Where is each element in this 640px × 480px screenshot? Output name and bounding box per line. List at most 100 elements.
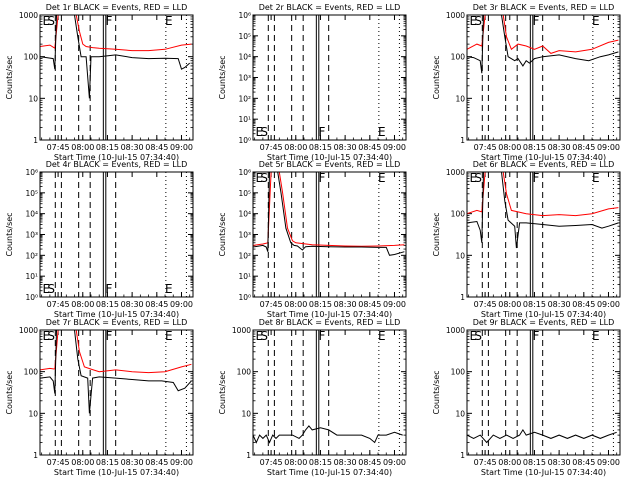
- marker-f: F: [318, 125, 325, 139]
- x-tick-label: 07:45: [260, 300, 283, 309]
- marker-e: E: [469, 171, 477, 185]
- x-axis-label: Start Time (10-Jul-15 07:34:40): [267, 153, 392, 162]
- y-tick-label: 10¹: [238, 115, 251, 124]
- y-axis-label: Counts/sec: [432, 370, 441, 414]
- marker-s: S: [474, 14, 482, 28]
- x-tick-label: 08:00: [498, 143, 521, 152]
- y-tick-label: 100: [451, 53, 466, 62]
- y-tick-label: 1: [246, 451, 251, 460]
- x-tick-label: 08:00: [284, 458, 307, 467]
- y-axis-label: Counts/sec: [432, 55, 441, 99]
- y-tick-label: 1: [460, 136, 465, 145]
- x-axis-label: Start Time (10-Jul-15 07:34:40): [267, 468, 392, 477]
- y-tick-label: 10⁶: [238, 168, 251, 177]
- red-series-line: [253, 172, 405, 247]
- plot-frame: [252, 14, 407, 141]
- plot-frame: [39, 14, 194, 141]
- x-tick-label: 07:45: [260, 458, 283, 467]
- y-tick-label: 10: [28, 94, 38, 103]
- panel-det4: Det 4r BLACK = Events, RED = LLD Counts/s…: [5, 160, 194, 319]
- y-tick-label: 10³: [238, 231, 251, 240]
- panel-det6: Det 6r BLACK = Events, RED = LLD Counts/s…: [432, 160, 621, 319]
- y-tick-label: 10⁴: [25, 210, 38, 219]
- plot-frame: [466, 329, 621, 456]
- x-tick-label: 08:30: [334, 300, 357, 309]
- y-tick-label: 10⁴: [238, 53, 251, 62]
- marker-e: E: [378, 171, 386, 185]
- y-tick-label: 10³: [238, 74, 251, 83]
- x-tick-label: 08:45: [358, 458, 381, 467]
- marker-e: E: [592, 171, 600, 185]
- x-tick-label: 07:45: [474, 458, 497, 467]
- x-tick-label: 08:30: [548, 300, 571, 309]
- panel-title: Det 7r BLACK = Events, RED = LLD: [46, 318, 188, 327]
- x-axis-label: Start Time (10-Jul-15 07:34:40): [481, 310, 606, 319]
- x-tick-label: 08:00: [284, 143, 307, 152]
- panel-det3: Det 3r BLACK = Events, RED = LLD Counts/s…: [432, 3, 621, 162]
- y-tick-label: 100: [451, 368, 466, 377]
- x-tick-label: 08:15: [309, 458, 332, 467]
- plot-frame: [466, 171, 621, 298]
- panel-det7: Det 7r BLACK = Events, RED = LLD Counts/s…: [5, 318, 194, 477]
- y-axis-label: Counts/sec: [218, 212, 227, 256]
- x-axis-label: Start Time (10-Jul-15 07:34:40): [54, 153, 179, 162]
- x-tick-label: 08:30: [548, 143, 571, 152]
- panel-det1: Det 1r BLACK = Events, RED = LLD Counts/s…: [5, 3, 194, 162]
- y-tick-label: 10⁰: [238, 136, 251, 145]
- x-tick-label: 08:15: [309, 300, 332, 309]
- y-tick-label: 10²: [25, 251, 38, 260]
- x-tick-label: 07:45: [260, 143, 283, 152]
- y-tick-label: 1: [460, 451, 465, 460]
- x-tick-label: 08:45: [572, 143, 595, 152]
- y-tick-label: 1: [33, 136, 38, 145]
- y-tick-label: 10⁰: [238, 293, 251, 302]
- x-tick-label: 08:15: [96, 458, 119, 467]
- y-axis-label: Counts/sec: [218, 55, 227, 99]
- x-tick-label: 07:45: [47, 143, 70, 152]
- x-axis-label: Start Time (10-Jul-15 07:34:40): [481, 468, 606, 477]
- marker-e: E: [165, 329, 173, 343]
- x-tick-label: 08:00: [284, 300, 307, 309]
- y-tick-label: 10⁵: [25, 189, 38, 198]
- panel-title: Det 9r BLACK = Events, RED = LLD: [473, 318, 615, 327]
- marker-e: E: [42, 14, 50, 28]
- y-tick-label: 1: [460, 293, 465, 302]
- panel-title: Det 1r BLACK = Events, RED = LLD: [46, 3, 188, 12]
- y-tick-label: 10⁵: [238, 189, 251, 198]
- marker-f: F: [105, 282, 112, 296]
- y-tick-label: 10⁶: [25, 168, 38, 177]
- plot-frame: [252, 171, 407, 298]
- red-series-line: [467, 15, 619, 54]
- x-tick-label: 08:45: [145, 458, 168, 467]
- marker-f: F: [532, 171, 539, 185]
- x-tick-label: 08:30: [121, 458, 144, 467]
- x-tick-label: 08:00: [498, 458, 521, 467]
- y-tick-label: 1000: [446, 11, 465, 20]
- panel-det2: Det 2r BLACK = Events, RED = LLD Counts/s…: [218, 3, 407, 162]
- x-axis-label: Start Time (10-Jul-15 07:34:40): [481, 153, 606, 162]
- y-tick-label: 100: [24, 53, 39, 62]
- marker-e: E: [255, 171, 263, 185]
- x-tick-label: 08:30: [121, 143, 144, 152]
- panel-title: Det 2r BLACK = Events, RED = LLD: [259, 3, 401, 12]
- y-tick-label: 1000: [446, 326, 465, 335]
- x-tick-label: 08:15: [96, 300, 119, 309]
- black-series-line: [40, 330, 192, 414]
- panel-det9: Det 9r BLACK = Events, RED = LLD Counts/s…: [432, 318, 621, 477]
- marker-s: S: [260, 329, 268, 343]
- x-tick-label: 08:45: [358, 300, 381, 309]
- x-tick-label: 08:45: [358, 143, 381, 152]
- y-tick-label: 10⁶: [238, 11, 251, 20]
- marker-s: S: [474, 329, 482, 343]
- x-tick-label: 08:00: [71, 300, 94, 309]
- marker-e: E: [592, 14, 600, 28]
- y-tick-label: 10¹: [25, 272, 38, 281]
- marker-f: F: [532, 329, 539, 343]
- x-tick-label: 08:00: [71, 143, 94, 152]
- y-axis-label: Counts/sec: [5, 370, 14, 414]
- y-tick-label: 10: [455, 409, 465, 418]
- plot-frame: [252, 329, 407, 456]
- x-tick-label: 09:00: [597, 143, 620, 152]
- plot-frame: [39, 171, 194, 298]
